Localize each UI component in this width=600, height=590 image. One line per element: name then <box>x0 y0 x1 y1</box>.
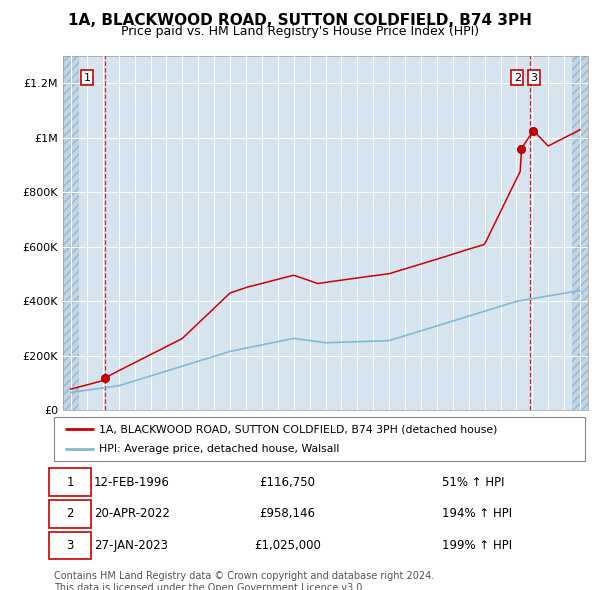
Text: 199% ↑ HPI: 199% ↑ HPI <box>442 539 512 552</box>
Text: 2: 2 <box>66 507 74 520</box>
Bar <box>572 56 588 410</box>
Text: 1A, BLACKWOOD ROAD, SUTTON COLDFIELD, B74 3PH (detached house): 1A, BLACKWOOD ROAD, SUTTON COLDFIELD, B7… <box>99 424 497 434</box>
Text: 12-FEB-1996: 12-FEB-1996 <box>94 476 170 489</box>
FancyBboxPatch shape <box>49 532 91 559</box>
Text: £116,750: £116,750 <box>260 476 316 489</box>
Text: Contains HM Land Registry data © Crown copyright and database right 2024.
This d: Contains HM Land Registry data © Crown c… <box>54 571 434 590</box>
Bar <box>63 56 79 410</box>
Text: 1: 1 <box>83 73 91 83</box>
Text: 51% ↑ HPI: 51% ↑ HPI <box>442 476 504 489</box>
Text: 20-APR-2022: 20-APR-2022 <box>94 507 170 520</box>
FancyBboxPatch shape <box>54 417 585 461</box>
FancyBboxPatch shape <box>49 500 91 528</box>
Text: 2: 2 <box>514 73 521 83</box>
Text: Price paid vs. HM Land Registry's House Price Index (HPI): Price paid vs. HM Land Registry's House … <box>121 25 479 38</box>
Text: £958,146: £958,146 <box>260 507 316 520</box>
Text: 194% ↑ HPI: 194% ↑ HPI <box>442 507 512 520</box>
Text: 27-JAN-2023: 27-JAN-2023 <box>94 539 168 552</box>
Text: 1A, BLACKWOOD ROAD, SUTTON COLDFIELD, B74 3PH: 1A, BLACKWOOD ROAD, SUTTON COLDFIELD, B7… <box>68 13 532 28</box>
FancyBboxPatch shape <box>49 468 91 496</box>
Text: HPI: Average price, detached house, Walsall: HPI: Average price, detached house, Wals… <box>99 444 340 454</box>
Text: 3: 3 <box>66 539 74 552</box>
Text: 1: 1 <box>66 476 74 489</box>
Text: 3: 3 <box>530 73 538 83</box>
Text: £1,025,000: £1,025,000 <box>254 539 321 552</box>
